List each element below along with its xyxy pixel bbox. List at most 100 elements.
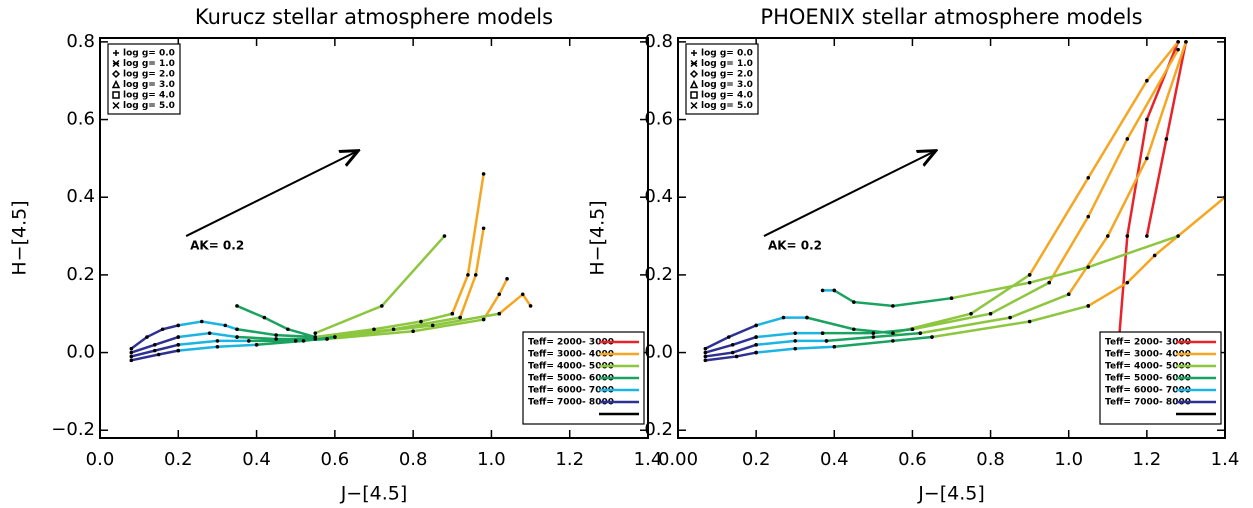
data-point bbox=[1184, 40, 1188, 44]
data-point bbox=[411, 329, 415, 334]
data-point bbox=[466, 273, 470, 277]
data-point bbox=[325, 337, 329, 341]
data-point bbox=[832, 344, 837, 349]
data-point bbox=[1027, 273, 1032, 277]
data-point bbox=[910, 327, 915, 332]
x-tick-label: 1.0 bbox=[477, 449, 506, 470]
data-point bbox=[301, 339, 306, 343]
data-point bbox=[1086, 304, 1091, 308]
data-point bbox=[313, 335, 318, 339]
data-point bbox=[274, 337, 278, 341]
data-point bbox=[1145, 117, 1149, 122]
data-point bbox=[918, 331, 923, 335]
series-line bbox=[1118, 41, 1188, 334]
y-axis-label: H−[4.5] bbox=[9, 200, 31, 275]
data-point bbox=[1176, 40, 1180, 44]
legend-label: Teff= 3000- 4000 bbox=[528, 350, 614, 360]
series-line bbox=[704, 324, 757, 362]
marker-legend-label: log g= 1.0 bbox=[123, 59, 175, 69]
data-point bbox=[215, 344, 220, 349]
data-point bbox=[1027, 319, 1032, 324]
marker-legend-label: log g= 3.0 bbox=[701, 80, 753, 90]
x-tick-label: 0.6 bbox=[321, 449, 350, 470]
data-point bbox=[380, 304, 384, 308]
marker-legend-label: log g= 5.0 bbox=[701, 101, 753, 111]
data-point bbox=[528, 304, 533, 308]
data-point bbox=[372, 327, 376, 332]
data-point bbox=[891, 339, 895, 343]
y-tick-label: 0.2 bbox=[644, 419, 673, 440]
data-point bbox=[156, 352, 161, 357]
annotation-label: AK= 0.2 bbox=[190, 239, 244, 253]
data-point bbox=[1027, 280, 1032, 285]
legend-symbol bbox=[111, 69, 121, 79]
legend-label: Teff= 2000- 3000 bbox=[1105, 338, 1191, 348]
legend-box bbox=[1099, 331, 1222, 425]
y-tick-label: 0.2 bbox=[644, 264, 673, 285]
data-point bbox=[949, 296, 954, 300]
series-line bbox=[236, 304, 336, 347]
x-tick-label: 0.8 bbox=[976, 449, 1005, 470]
legend-symbol bbox=[691, 50, 697, 56]
data-point bbox=[391, 327, 396, 332]
data-point bbox=[450, 311, 455, 316]
data-point bbox=[820, 288, 825, 293]
data-point bbox=[313, 331, 318, 335]
legend-label: Teff= 5000- 6000 bbox=[528, 374, 614, 384]
data-point bbox=[726, 335, 731, 339]
data-point bbox=[805, 315, 809, 320]
annotation-label: AK= 0.2 bbox=[768, 239, 822, 253]
extinction-arrow bbox=[185, 151, 358, 237]
data-point bbox=[129, 350, 134, 355]
data-point bbox=[262, 315, 267, 320]
data-point bbox=[1066, 292, 1071, 297]
data-point bbox=[497, 311, 502, 316]
data-point bbox=[730, 350, 735, 355]
data-point bbox=[930, 335, 934, 339]
data-point bbox=[481, 226, 486, 231]
data-point bbox=[793, 346, 798, 351]
legend-symbol bbox=[113, 50, 119, 56]
data-point bbox=[473, 273, 478, 277]
data-point bbox=[235, 304, 239, 308]
legend-symbol bbox=[690, 59, 698, 68]
y-tick-label: 0.4 bbox=[644, 186, 673, 207]
data-point bbox=[129, 358, 134, 363]
x-tick-label: 1.2 bbox=[1133, 449, 1162, 470]
data-point bbox=[871, 331, 876, 335]
legend-label: Teff= 2000- 3000 bbox=[528, 338, 614, 348]
data-point bbox=[832, 288, 837, 293]
extinction-arrow bbox=[763, 151, 936, 237]
legend-label: Teff= 6000- 7000 bbox=[1105, 386, 1191, 396]
x-tick-label: 1.0 bbox=[1054, 449, 1083, 470]
series-line bbox=[451, 173, 532, 321]
y-tick-label: 0.0 bbox=[66, 342, 95, 363]
data-point bbox=[153, 348, 157, 353]
data-point bbox=[153, 342, 157, 347]
legend-symbol bbox=[112, 91, 120, 99]
x-axis-label: J−[4.5] bbox=[917, 483, 985, 505]
marker-legend-label: log g= 2.0 bbox=[123, 70, 175, 80]
data-point bbox=[1086, 214, 1091, 219]
data-point bbox=[235, 327, 239, 332]
data-point bbox=[754, 323, 758, 328]
data-point bbox=[419, 319, 423, 324]
x-tick-label: 1.4 bbox=[1211, 449, 1240, 470]
y-tick-label: 0.8 bbox=[66, 31, 95, 52]
data-point bbox=[1047, 280, 1051, 285]
data-point bbox=[207, 331, 212, 335]
marker-legend-label: log g= 0.0 bbox=[123, 49, 175, 59]
data-point bbox=[891, 304, 895, 308]
x-axis-label: J−[4.5] bbox=[340, 483, 408, 505]
data-point bbox=[246, 339, 251, 343]
marker-legend-label: log g= 1.0 bbox=[701, 59, 753, 69]
data-point bbox=[969, 311, 973, 316]
marker-legend-box bbox=[107, 43, 181, 115]
legend-symbol bbox=[689, 79, 699, 89]
data-point bbox=[1145, 234, 1149, 238]
data-point bbox=[481, 172, 486, 176]
data-point bbox=[824, 339, 829, 343]
data-point bbox=[988, 311, 993, 316]
y-tick-label: 0.0 bbox=[644, 342, 673, 363]
data-point bbox=[129, 346, 134, 351]
